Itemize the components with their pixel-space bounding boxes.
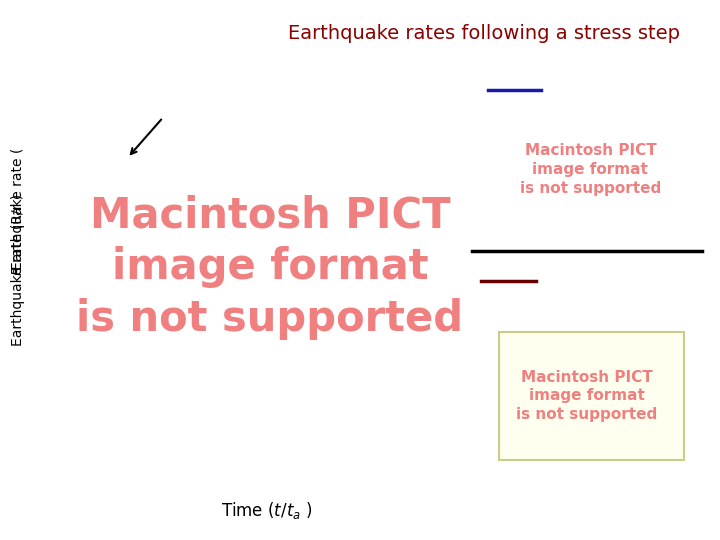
Text: Macintosh PICT
image format
is not supported: Macintosh PICT image format is not suppo… bbox=[516, 370, 657, 422]
Text: Earthquake rates following a stress step: Earthquake rates following a stress step bbox=[288, 24, 680, 43]
Text: Earthquake rate (: Earthquake rate ( bbox=[11, 147, 25, 270]
Text: Macintosh PICT
image format
is not supported: Macintosh PICT image format is not suppo… bbox=[520, 144, 661, 195]
Text: R: R bbox=[11, 265, 25, 275]
Text: Macintosh PICT
image format
is not supported: Macintosh PICT image format is not suppo… bbox=[76, 194, 464, 340]
Text: Earthquake rate (R/r ): Earthquake rate (R/r ) bbox=[11, 194, 25, 346]
FancyBboxPatch shape bbox=[499, 332, 683, 460]
Text: Time ($t$/$t_a$ ): Time ($t$/$t_a$ ) bbox=[220, 500, 312, 521]
